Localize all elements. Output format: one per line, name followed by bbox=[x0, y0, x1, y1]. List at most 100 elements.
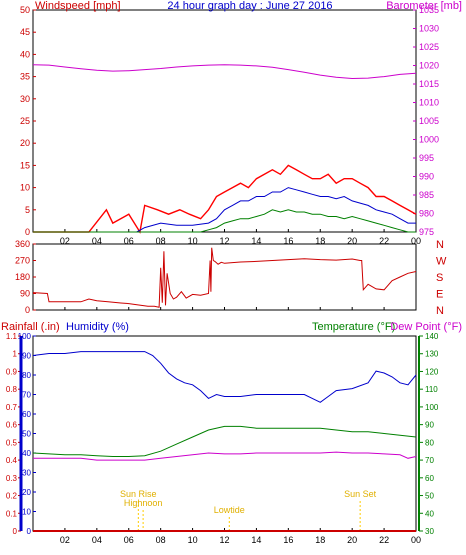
series-line-gust bbox=[33, 164, 417, 234]
panel1-x-axis-tick-label: 20 bbox=[347, 236, 357, 246]
rainfall-axis-label: Rainfall (.in) bbox=[1, 321, 60, 333]
dewpoint-axis-label: Dew Point (°F) bbox=[390, 321, 462, 333]
annotation-label: Lowtide bbox=[214, 505, 245, 515]
temperature-axis-tick-label: 140 bbox=[425, 332, 439, 341]
series-line-temperature bbox=[32, 425, 417, 457]
humidity-axis-tick-label: 30 bbox=[22, 469, 31, 478]
humidity-axis-tick-label: 100 bbox=[18, 332, 32, 341]
compass-label: S bbox=[436, 272, 443, 284]
panel3-x-axis-tick-label: 08 bbox=[156, 535, 166, 545]
panel3-x-axis-tick-label: 10 bbox=[188, 535, 198, 545]
panel1-left-axis-label: Windspeed [mph] bbox=[35, 0, 121, 12]
humidity-axis-tick-label: 80 bbox=[22, 371, 31, 380]
temperature-axis-tick-label: 60 bbox=[425, 474, 434, 483]
direction-axis-tick-label: 360 bbox=[15, 239, 30, 249]
annotation-label: Highnoon bbox=[124, 498, 163, 508]
rainfall-axis-tick-label: 0.5 bbox=[6, 438, 18, 447]
panel3-x-axis-tick-label: 20 bbox=[347, 535, 357, 545]
compass-label: W bbox=[436, 256, 447, 268]
windspeed-axis-tick-label: 50 bbox=[20, 5, 30, 15]
barometer-axis-tick-label: 975 bbox=[419, 227, 434, 237]
panel3-x-axis-tick-label: 22 bbox=[379, 535, 389, 545]
panel3-x-axis-tick-label: 02 bbox=[60, 535, 70, 545]
panel1-x-axis-tick-label: 18 bbox=[315, 236, 325, 246]
barometer-axis-tick-label: 985 bbox=[419, 190, 434, 200]
panel1-x-axis-tick-label: 12 bbox=[219, 236, 229, 246]
panel3-x-axis-tick-label: 06 bbox=[124, 535, 134, 545]
humidity-axis-tick-label: 50 bbox=[22, 430, 31, 439]
humidity-axis-tick-label: 40 bbox=[22, 449, 31, 458]
windspeed-axis-tick-label: 25 bbox=[20, 116, 30, 126]
compass-label: E bbox=[436, 289, 443, 301]
annotation-label: Sun Rise bbox=[120, 489, 157, 499]
temperature-axis-label: Temperature (°F) bbox=[312, 321, 395, 333]
panel1-x-axis-tick-label: 06 bbox=[124, 236, 134, 246]
compass-label: N bbox=[436, 239, 444, 251]
humidity-axis-tick-label: 0 bbox=[27, 527, 32, 536]
panel3-x-axis-tick-label: 16 bbox=[283, 535, 293, 545]
rainfall-axis-tick-label: 1 bbox=[13, 350, 18, 359]
panel1-x-axis-tick-label: 00 bbox=[411, 236, 421, 246]
panel1-x-axis-tick-label: 02 bbox=[60, 236, 70, 246]
windspeed-axis-tick-label: 40 bbox=[20, 49, 30, 59]
wind-speed-plot-frame bbox=[32, 9, 417, 233]
windspeed-axis-tick-label: 15 bbox=[20, 160, 30, 170]
temperature-axis-tick-label: 130 bbox=[425, 350, 439, 359]
temperature-axis-tick-label: 50 bbox=[425, 492, 434, 501]
panel3-x-axis-tick-label: 14 bbox=[251, 535, 261, 545]
humidity-axis-tick-label: 70 bbox=[22, 391, 31, 400]
rainfall-axis-tick-label: 0.3 bbox=[6, 474, 18, 483]
panel3-x-axis-tick-label: 12 bbox=[219, 535, 229, 545]
series-line-humidity bbox=[32, 351, 417, 403]
humidity-axis-tick-label: 10 bbox=[22, 508, 31, 517]
series-line-dew-point bbox=[33, 451, 417, 461]
temperature-axis-tick-label: 110 bbox=[425, 385, 438, 394]
rainfall-axis-tick-label: 0.2 bbox=[6, 492, 18, 501]
panel1-x-axis-tick-label: 16 bbox=[283, 236, 293, 246]
panel1-right-axis-label: Barometer [mb] bbox=[386, 0, 462, 12]
rainfall-axis-tick-label: 0 bbox=[13, 527, 18, 536]
panel1-x-axis-tick-label: 04 bbox=[92, 236, 102, 246]
panel1-title: 24 hour graph day : June 27 2016 bbox=[167, 0, 332, 12]
windspeed-axis-tick-label: 45 bbox=[20, 27, 30, 37]
climate-plot-frame bbox=[32, 335, 417, 532]
temperature-axis-tick-label: 30 bbox=[425, 527, 434, 536]
compass-label: N bbox=[436, 305, 444, 317]
series-line-low bbox=[33, 209, 416, 233]
rainfall-axis-tick-label: 0.4 bbox=[6, 456, 18, 465]
rainfall-axis-tick-label: 0.7 bbox=[6, 403, 18, 412]
panel1-x-axis-tick-label: 08 bbox=[156, 236, 166, 246]
humidity-axis-label: Humidity (%) bbox=[66, 321, 129, 333]
rainfall-axis-tick-label: 1.1 bbox=[6, 332, 18, 341]
panel3-x-axis-tick-label: 04 bbox=[92, 535, 102, 545]
direction-axis-tick-label: 180 bbox=[15, 272, 30, 282]
barometer-axis-tick-label: 1030 bbox=[419, 24, 439, 34]
series-line-average bbox=[33, 187, 416, 233]
series-line-wind-direction bbox=[32, 247, 417, 308]
windspeed-axis-tick-label: 5 bbox=[25, 205, 30, 215]
humidity-axis-tick-label: 60 bbox=[22, 410, 31, 419]
direction-axis-tick-label: 0 bbox=[25, 305, 30, 315]
wind-direction-plot-frame bbox=[32, 243, 417, 311]
temperature-axis-tick-label: 100 bbox=[425, 403, 439, 412]
barometer-axis-tick-label: 990 bbox=[419, 172, 434, 182]
temperature-axis-tick-label: 70 bbox=[425, 456, 434, 465]
direction-axis-tick-label: 90 bbox=[20, 289, 30, 299]
windspeed-axis-tick-label: 10 bbox=[20, 183, 30, 193]
panel3-x-axis-tick-label: 18 bbox=[315, 535, 325, 545]
windspeed-axis-tick-label: 30 bbox=[20, 94, 30, 104]
series-line-barometer bbox=[32, 64, 417, 80]
temperature-axis-tick-label: 120 bbox=[425, 367, 439, 376]
humidity-axis-tick-label: 20 bbox=[22, 488, 31, 497]
annotation-label: Sun Set bbox=[344, 489, 377, 499]
barometer-axis-tick-label: 1025 bbox=[419, 42, 439, 52]
barometer-axis-tick-label: 1035 bbox=[419, 5, 439, 15]
temperature-axis-tick-label: 90 bbox=[425, 421, 434, 430]
rainfall-axis-tick-label: 0.9 bbox=[6, 367, 18, 376]
barometer-axis-tick-label: 980 bbox=[419, 209, 434, 219]
rainfall-axis-tick-label: 0.6 bbox=[6, 421, 18, 430]
barometer-axis-tick-label: 995 bbox=[419, 153, 434, 163]
barometer-axis-tick-label: 1020 bbox=[419, 61, 439, 71]
panel1-x-axis-tick-label: 22 bbox=[379, 236, 389, 246]
